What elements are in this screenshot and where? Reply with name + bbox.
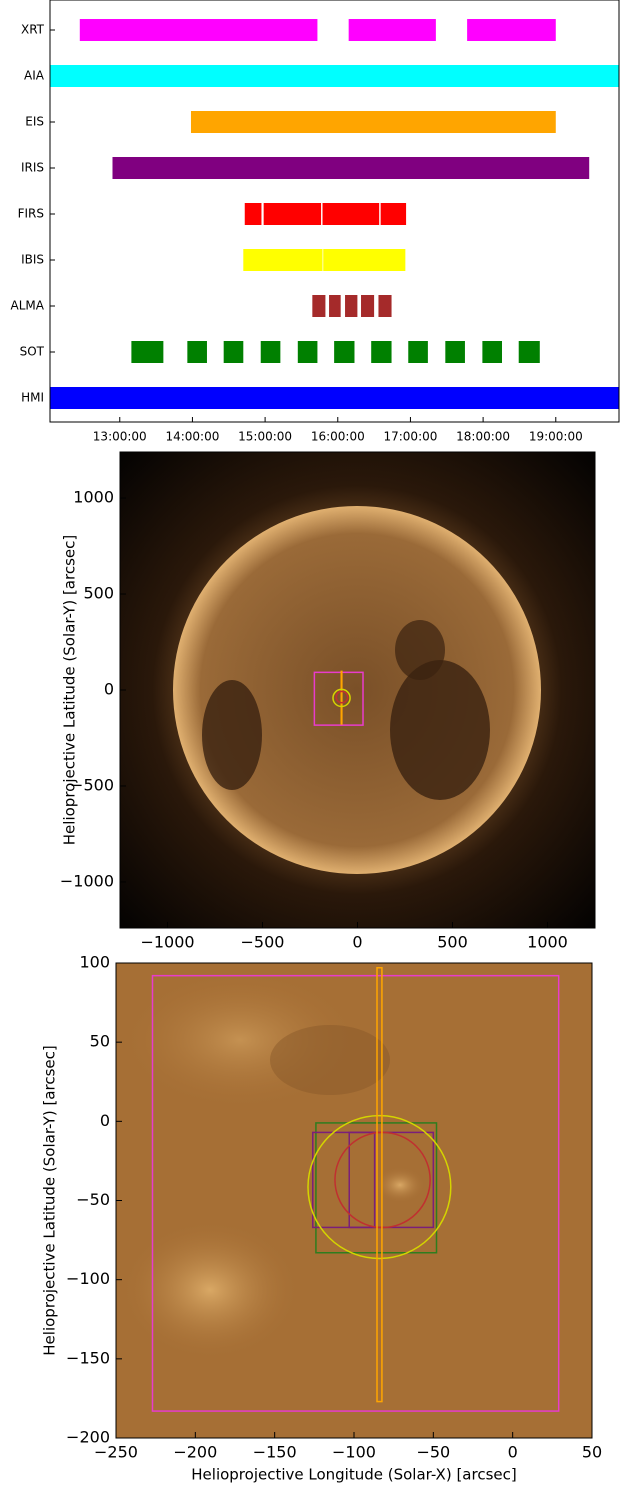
interval-bar [190,111,556,133]
y-tick-label: 50 [90,1032,110,1051]
interval-bar [334,341,355,363]
x-axis-label: Helioprojective Longitude (Solar-X) [arc… [191,1466,516,1484]
row-label: EIS [25,115,44,129]
interval-bar [518,341,540,363]
x-tick-label: 16:00:00 [311,430,365,444]
y-tick-label: 100 [79,953,110,972]
x-tick-label: 50 [582,1443,602,1462]
x-tick-label: 1000 [527,933,568,952]
row-label: AIA [24,69,45,83]
x-tick-label: 13:00:00 [93,430,147,444]
x-tick-label: 500 [437,933,468,952]
interval-bar [371,341,392,363]
overlay-box [340,670,343,725]
interval-bar [187,341,207,363]
row-label: HMI [21,391,44,405]
overlay-box [311,1131,376,1229]
interval-bar [378,295,392,317]
interval-bar [263,203,322,225]
overlay-circle [335,690,349,704]
row-label: FIRS [18,207,44,221]
row-label: SOT [20,345,45,359]
interval-bar [243,249,323,271]
interval-bar [260,341,281,363]
plot-frame [119,451,596,929]
zoom-image [116,963,592,1438]
y-tick-label: 0 [104,680,114,699]
y-tick-label: −1000 [60,871,114,890]
interval-bar [131,341,164,363]
interval-bar [445,341,465,363]
x-tick-label: −50 [416,1443,450,1462]
x-tick-label: 15:00:00 [238,430,292,444]
interval-bar [112,157,590,179]
interval-bar [467,19,556,41]
overlay-box [313,671,364,726]
x-tick-label: −500 [241,933,285,952]
interval-bar [50,65,619,87]
y-tick-label: 1000 [73,488,114,507]
overlay-circle [307,1114,452,1260]
interval-bar [312,295,326,317]
y-tick-label: −100 [66,1269,110,1288]
interval-bar [408,341,428,363]
y-tick-label: −200 [66,1428,110,1447]
row-label: IRIS [21,161,44,175]
y-tick-label: 500 [83,584,114,603]
x-tick-label: 19:00:00 [529,430,583,444]
x-tick-label: −200 [173,1443,217,1462]
overlay-circle [332,688,351,708]
x-tick-label: 0 [508,1443,518,1462]
interval-bar [348,19,436,41]
x-tick-label: −150 [253,1443,297,1462]
x-tick-label: −100 [332,1443,376,1462]
x-tick-label: 18:00:00 [456,430,510,444]
row-label: IBIS [21,253,44,267]
interval-bar [380,203,407,225]
y-axis-label: Helioprojective Latitude (Solar-Y) [arcs… [41,1045,59,1355]
interval-bar [361,295,375,317]
y-tick-label: 0 [100,1111,110,1130]
interval-bar [345,295,358,317]
x-tick-label: 14:00:00 [165,430,219,444]
y-axis-label: Helioprojective Latitude (Solar-Y) [arcs… [61,535,79,845]
interval-bar [322,203,380,225]
interval-bar [297,341,318,363]
interval-bar [323,249,406,271]
x-tick-label: −1000 [140,933,194,952]
interval-bar [482,341,503,363]
x-tick-label: 0 [352,933,362,952]
overlay-box [151,974,560,1412]
x-tick-label: −250 [94,1443,138,1462]
plot-frame [115,962,593,1439]
y-tick-label: −150 [66,1348,110,1367]
sun-image [120,452,595,928]
interval-bar [329,295,341,317]
row-label: ALMA [11,299,45,313]
overlay-box [376,967,383,1403]
interval-bar [79,19,318,41]
y-tick-label: −50 [76,1190,110,1209]
interval-bar [50,387,619,409]
overlay-box [315,1122,438,1254]
x-tick-label: 17:00:00 [383,430,437,444]
y-tick-label: −500 [70,775,114,794]
interval-bar [223,341,244,363]
row-label: XRT [21,23,45,37]
plot-frame [49,0,620,423]
interval-bar [244,203,262,225]
